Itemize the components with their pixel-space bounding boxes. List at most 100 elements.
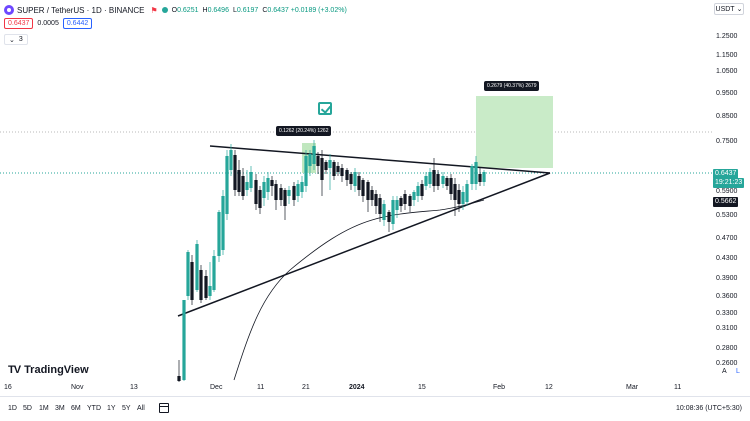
y-tick: 0.3300 [716, 310, 738, 317]
trade-row: 0.6437 0.0005 0.6442 [4, 18, 93, 29]
candle-body [412, 192, 416, 200]
range-5y-button[interactable]: 5Y [122, 405, 131, 412]
x-tick: 21 [302, 384, 310, 391]
close-value: 0.6437 +0.0189 (+3.02%) [267, 6, 347, 14]
candle-body [320, 158, 324, 180]
candle-body [403, 194, 407, 204]
sell-button[interactable]: 0.6437 [4, 18, 34, 29]
candle-body [478, 174, 482, 182]
candle-body [229, 150, 233, 170]
auto-scale-button[interactable]: A [722, 368, 727, 375]
buy-button[interactable]: 0.6442 [62, 18, 93, 29]
calendar-icon[interactable] [159, 403, 169, 413]
candle-body [349, 174, 353, 184]
candle-body [357, 176, 361, 190]
candle-body [370, 190, 374, 200]
flag-icon[interactable]: ⚑ [150, 5, 158, 15]
candle-body [470, 166, 474, 184]
candle-body [340, 168, 344, 176]
candle-body [336, 166, 340, 172]
currency-selector[interactable]: USDT ⌄ [714, 3, 744, 15]
candle-body [266, 178, 270, 192]
candle-body [420, 184, 424, 196]
candle-body [482, 172, 486, 182]
candle-body [432, 170, 436, 186]
candle-body [237, 170, 241, 192]
candle-body [457, 190, 461, 204]
indicators-toggle[interactable]: ⌄ 3 [4, 34, 28, 45]
candle-body [449, 178, 453, 194]
range-5d-button[interactable]: 5D [23, 405, 32, 412]
x-tick: 16 [4, 384, 12, 391]
symbol-title[interactable]: SUPER / TetherUS · 1D · BINANCE [17, 5, 145, 15]
y-tick: 0.8500 [716, 113, 738, 120]
candle-body [262, 182, 266, 198]
candle-body [182, 300, 186, 380]
candle-body [296, 184, 300, 196]
y-tick: 0.3900 [716, 275, 738, 282]
x-tick: 15 [418, 384, 426, 391]
range-6m-button[interactable]: 6M [71, 405, 81, 412]
range-1m-button[interactable]: 1M [39, 405, 49, 412]
candle-body [241, 176, 245, 196]
candle-body [445, 178, 449, 186]
x-tick: Feb [493, 384, 506, 391]
candle-body [399, 198, 403, 206]
x-tick: 13 [130, 384, 138, 391]
range-1d-button[interactable]: 1D [8, 405, 17, 412]
candle-body [366, 182, 370, 200]
chart-header: SUPER / TetherUS · 1D · BINANCE ⚑ O0.625… [0, 0, 712, 48]
second-target-label[interactable]: 0.2679 (40.37%) 2679 [484, 81, 540, 91]
candle-body [195, 244, 199, 290]
y-tick: 0.5900 [716, 188, 738, 195]
candle-body [177, 376, 181, 381]
x-tick: 2024 [349, 384, 365, 391]
spread-value: 0.0005 [37, 20, 59, 27]
checkmark-icon [318, 102, 332, 115]
candle-body [316, 156, 320, 166]
log-scale-button[interactable]: L [736, 368, 740, 375]
candle-body [208, 286, 212, 296]
candle-body [304, 156, 308, 186]
x-tick: Nov [71, 384, 84, 391]
chart-clock[interactable]: 10:08:36 (UTC+5:30) [676, 405, 742, 412]
x-tick: 11 [257, 384, 265, 391]
y-tick: 1.0500 [716, 68, 738, 75]
candle-body [424, 176, 428, 186]
candle-body [361, 180, 365, 196]
candle-body [283, 190, 287, 206]
first-target-label[interactable]: 0.1262 (20.24%) 1262 [276, 126, 332, 136]
countdown-tag: 19:21:23 [713, 178, 745, 188]
range-3m-button[interactable]: 3M [55, 405, 65, 412]
x-tick: 12 [545, 384, 553, 391]
coin-logo-icon [4, 5, 14, 15]
candle-body [190, 262, 194, 300]
ohlc-values: O0.6251 H0.6496 L0.6197 C0.6437 +0.0189 … [171, 6, 347, 14]
y-tick: 1.2500 [716, 33, 738, 40]
y-tick: 1.1500 [716, 52, 738, 59]
candle-body [395, 200, 399, 210]
candle-body [374, 194, 378, 206]
symbol-row[interactable]: SUPER / TetherUS · 1D · BINANCE ⚑ O0.625… [4, 4, 347, 16]
currency-label: USDT [715, 5, 735, 13]
range-all-button[interactable]: All [137, 405, 145, 412]
high-value: 0.6496 [207, 6, 229, 14]
y-tick: 0.3100 [716, 325, 738, 332]
range-1y-button[interactable]: 1Y [107, 405, 116, 412]
candle-body [279, 188, 283, 200]
y-tick: 0.9500 [716, 90, 738, 97]
candle-body [416, 186, 420, 196]
candle-body [387, 212, 391, 222]
candle-body [199, 270, 203, 300]
candle-body [428, 172, 432, 184]
x-tick: Mar [626, 384, 639, 391]
open-value: 0.6251 [177, 6, 199, 14]
moving-average-line [233, 199, 485, 381]
current-price-tag: 0.6437 [713, 169, 739, 179]
candle-body [254, 180, 258, 204]
y-tick: 0.5300 [716, 212, 738, 219]
candle-body [217, 212, 221, 256]
candle-body [300, 182, 304, 192]
range-ytd-button[interactable]: YTD [87, 405, 101, 412]
price-chart[interactable] [0, 0, 712, 396]
